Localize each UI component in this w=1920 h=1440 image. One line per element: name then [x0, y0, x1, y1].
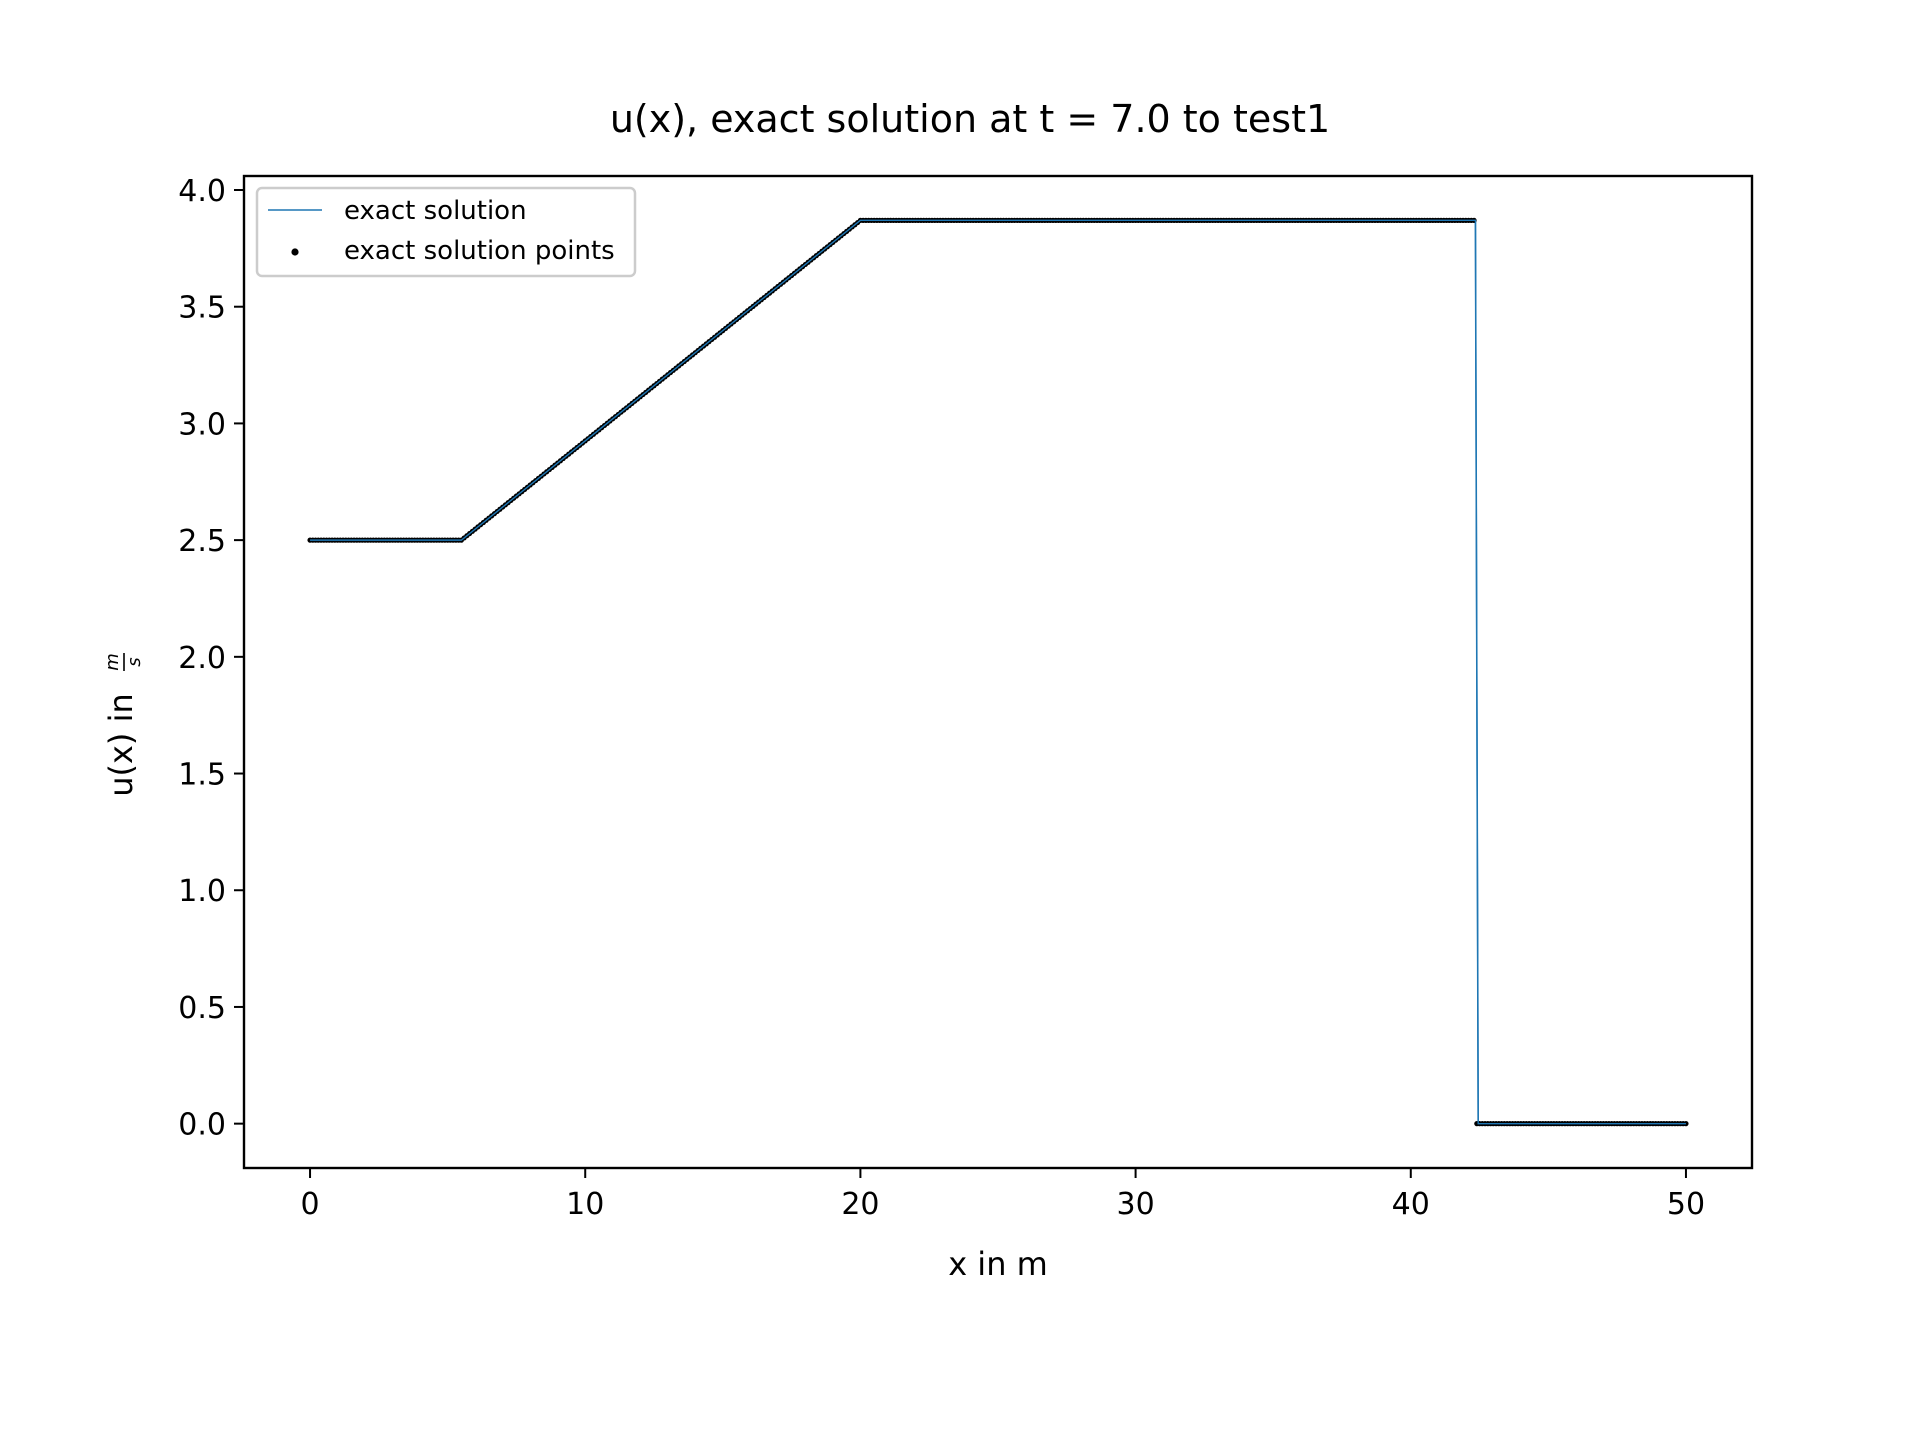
x-axis-ticks: 0 10 20 30 40 50 — [300, 1168, 1705, 1222]
y-axis-unit-denominator: s — [124, 657, 145, 666]
plot-area — [242, 174, 1754, 1170]
y-axis-ticks: 0.0 0.5 1.0 1.5 2.0 2.5 3.0 3.5 4.0 — [178, 174, 244, 1143]
legend-entry-line: exact solution — [344, 196, 527, 226]
x-tick-label: 0 — [300, 1187, 319, 1222]
series-line-exact-solution-overlay — [310, 219, 1686, 1125]
y-tick-label: 2.5 — [178, 524, 226, 559]
x-tick-label: 20 — [841, 1187, 879, 1222]
y-tick-label: 2.0 — [178, 641, 226, 676]
x-tick-label: 40 — [1392, 1187, 1430, 1222]
y-tick-label: 3.5 — [178, 291, 226, 326]
x-tick-label: 30 — [1116, 1187, 1154, 1222]
y-tick-label: 1.5 — [178, 758, 226, 793]
y-tick-label: 0.5 — [178, 991, 226, 1026]
y-axis-title: u(x) in — [102, 693, 140, 797]
y-axis-title-group: u(x) in m s — [102, 653, 145, 797]
plot-frame — [242, 174, 1754, 1170]
x-axis-title: x in m — [948, 1245, 1048, 1283]
y-tick-label: 0.0 — [178, 1108, 226, 1143]
legend-box — [255, 186, 637, 278]
legend: exact solution exact solution points — [255, 186, 637, 278]
x-tick-label: 50 — [1667, 1187, 1705, 1222]
y-axis-unit-numerator: m — [102, 653, 123, 671]
x-tick-label: 10 — [566, 1187, 604, 1222]
y-tick-label: 1.0 — [178, 874, 226, 909]
legend-entry-points: exact solution points — [344, 236, 615, 266]
chart-title: u(x), exact solution at t = 7.0 to test1 — [610, 97, 1330, 141]
y-tick-label: 4.0 — [178, 174, 226, 209]
series-points-layer — [307, 217, 1689, 1127]
legend-point-swatch — [291, 248, 299, 256]
y-tick-label: 3.0 — [178, 407, 226, 442]
